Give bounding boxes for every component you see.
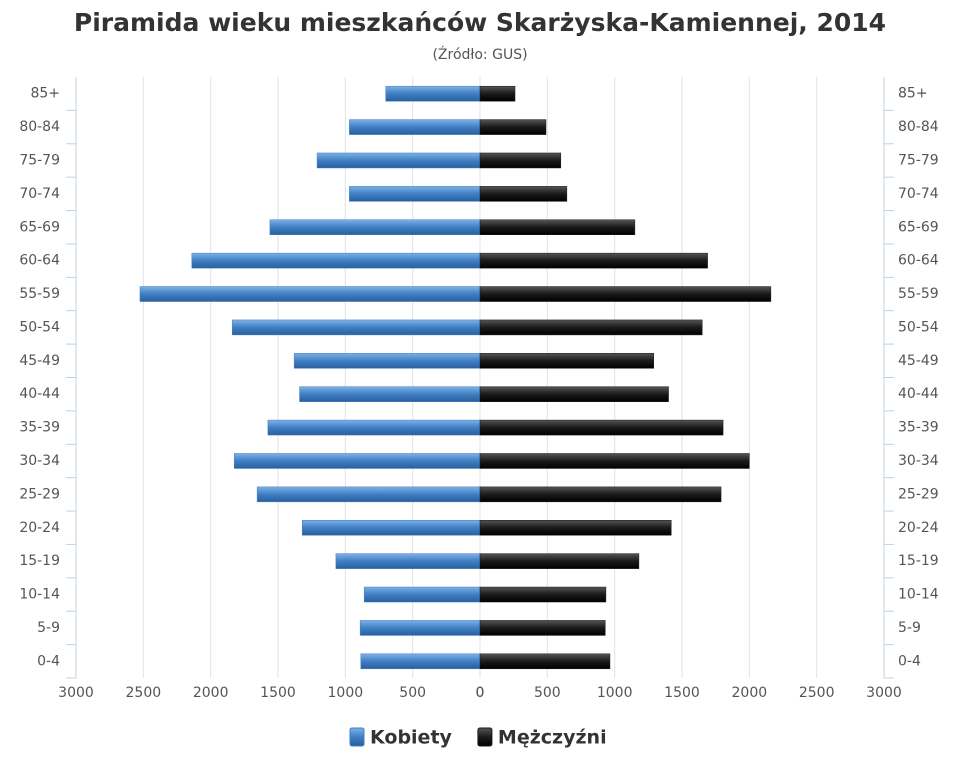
bar: [267, 419, 481, 436]
x-tick-label: 2000: [193, 685, 229, 701]
y-tick-label: 85+: [30, 86, 60, 102]
bar: [479, 586, 607, 603]
y-tick-label: 75-79: [898, 152, 939, 168]
bar: [359, 620, 481, 636]
y-tick-label: 80-84: [898, 119, 939, 135]
y-tick-label: 80-84: [19, 119, 60, 135]
y-tick-label: 30-34: [898, 453, 939, 469]
x-tick-label: 3000: [58, 685, 94, 701]
bar: [479, 353, 654, 369]
x-tick-label: 1000: [597, 685, 633, 701]
legend-label: Kobiety: [370, 727, 453, 749]
bar: [479, 419, 724, 436]
bar: [316, 152, 481, 169]
y-tick-label: 20-24: [19, 520, 60, 536]
y-tick-label: 75-79: [19, 152, 60, 168]
x-tick-label: 0: [476, 685, 485, 701]
legend-swatch: [477, 727, 493, 747]
y-tick-label: 50-54: [898, 319, 939, 335]
bar: [335, 553, 481, 569]
x-tick-label: 500: [534, 685, 561, 701]
bar: [349, 119, 481, 135]
bar: [479, 286, 772, 302]
legend-swatch: [349, 727, 365, 747]
y-tick-label: 15-19: [898, 553, 939, 569]
y-tick-label: 60-64: [898, 253, 939, 269]
bar: [139, 286, 481, 302]
bar: [363, 586, 481, 603]
x-tick-label: 2500: [126, 685, 162, 701]
bar: [479, 219, 636, 235]
bar: [479, 119, 547, 135]
y-tick-label: 60-64: [19, 253, 60, 269]
y-tick-label: 5-9: [898, 620, 921, 636]
legend-label: Mężczyźni: [498, 727, 607, 749]
x-tick-label: 3000: [866, 685, 902, 701]
bar: [479, 453, 750, 469]
y-tick-label: 45-49: [898, 353, 939, 369]
y-tick-label: 30-34: [19, 453, 60, 469]
chart-title: Piramida wieku mieszkańców Skarżyska-Kam…: [74, 8, 886, 37]
y-tick-label: 40-44: [19, 386, 60, 402]
bar: [360, 653, 481, 670]
y-tick-label: 0-4: [898, 653, 921, 669]
bar: [479, 252, 708, 269]
y-tick-label: 70-74: [19, 186, 60, 202]
y-tick-label: 85+: [898, 86, 928, 102]
bar: [479, 553, 640, 569]
bar: [479, 319, 703, 336]
x-tick-label: 1500: [260, 685, 296, 701]
bar: [479, 620, 606, 636]
x-tick-label: 2000: [732, 685, 768, 701]
bar: [479, 85, 516, 102]
y-tick-label: 35-39: [19, 420, 60, 436]
x-tick-label: 500: [399, 685, 426, 701]
x-tick-label: 1500: [664, 685, 700, 701]
y-tick-label: 45-49: [19, 353, 60, 369]
bar: [479, 386, 669, 402]
bar: [479, 152, 562, 169]
x-tick-label: 1000: [328, 685, 364, 701]
bar: [293, 353, 481, 369]
bar: [299, 386, 481, 402]
y-tick-label: 15-19: [19, 553, 60, 569]
y-tick-label: 50-54: [19, 319, 60, 335]
y-tick-label: 65-69: [898, 219, 939, 235]
bar: [191, 252, 481, 269]
y-tick-label: 35-39: [898, 420, 939, 436]
y-tick-label: 65-69: [19, 219, 60, 235]
bar: [479, 653, 611, 670]
x-tick-label: 2500: [799, 685, 835, 701]
y-tick-label: 5-9: [37, 620, 60, 636]
y-tick-label: 10-14: [898, 587, 939, 603]
x-tick-label: 0: [476, 685, 485, 701]
bar: [479, 486, 722, 503]
bar: [301, 520, 481, 536]
y-tick-label: 10-14: [19, 587, 60, 603]
y-tick-label: 40-44: [898, 386, 939, 402]
y-tick-label: 25-29: [898, 486, 939, 502]
bar: [269, 219, 481, 235]
bar: [256, 486, 481, 503]
y-tick-label: 20-24: [898, 520, 939, 536]
chart-subtitle: (Źródło: GUS): [432, 45, 527, 63]
y-tick-label: 55-59: [19, 286, 60, 302]
bar: [385, 85, 481, 102]
y-tick-label: 0-4: [37, 653, 60, 669]
y-tick-label: 70-74: [898, 186, 939, 202]
bar: [231, 319, 481, 336]
y-tick-label: 55-59: [898, 286, 939, 302]
y-tick-label: 25-29: [19, 486, 60, 502]
bar: [233, 453, 481, 469]
bar: [349, 186, 481, 202]
bar: [479, 186, 568, 202]
bar: [479, 520, 672, 536]
